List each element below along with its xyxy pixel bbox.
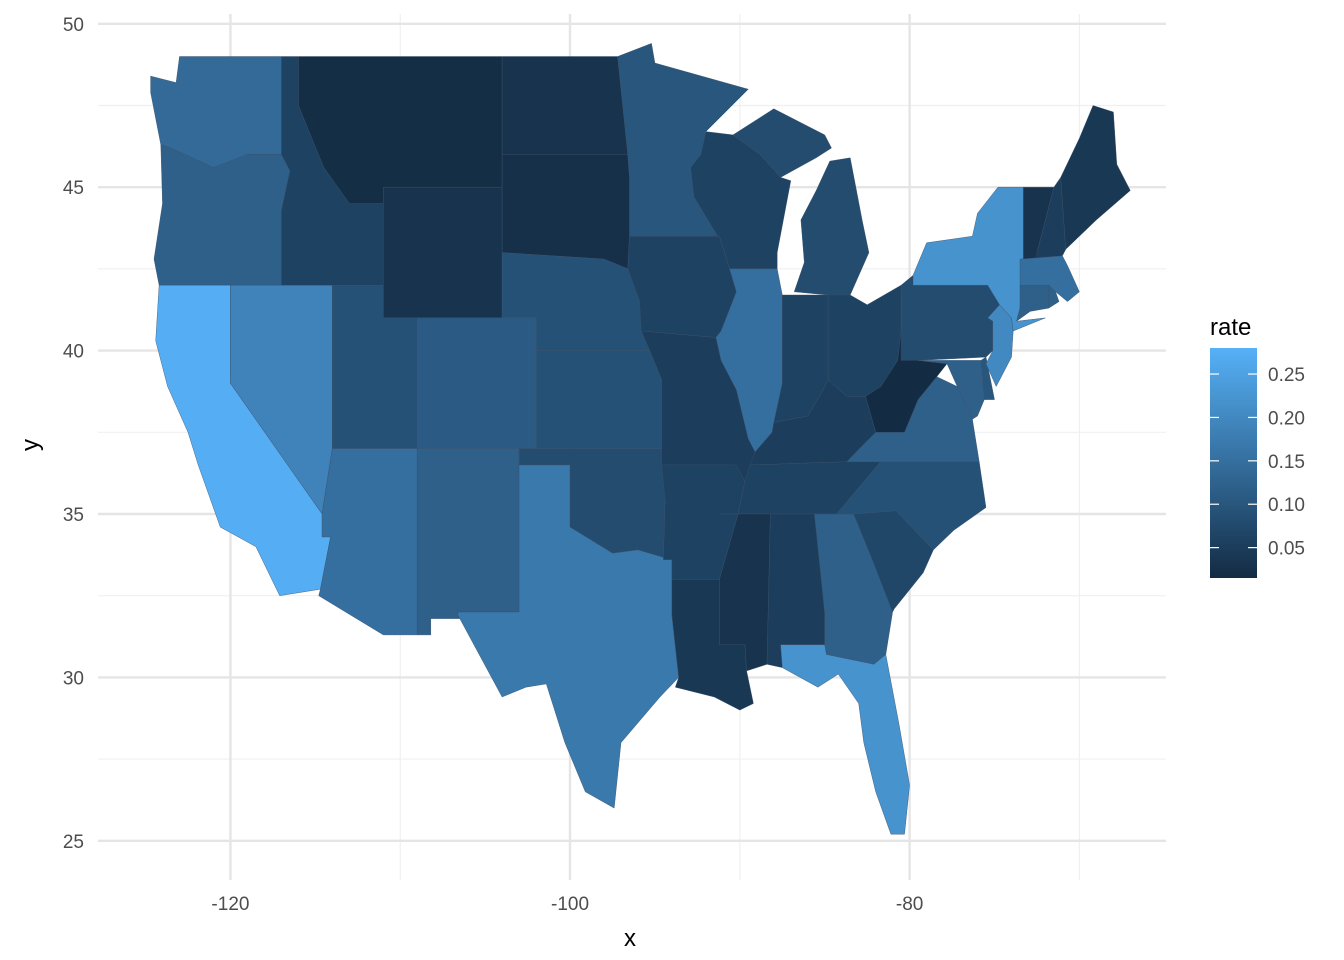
state-iowa bbox=[627, 235, 737, 338]
state-michigan bbox=[793, 157, 870, 296]
legend-label: 0.05 bbox=[1268, 539, 1305, 560]
state-colorado bbox=[417, 317, 537, 449]
state-new-mexico bbox=[417, 448, 520, 636]
state-delaware bbox=[980, 356, 995, 400]
legend-label: 0.10 bbox=[1268, 495, 1305, 516]
x-tick-label: -80 bbox=[896, 894, 923, 915]
y-tick-label: 50 bbox=[63, 15, 84, 36]
legend-ticks: 0.05 0.10 0.15 0.20 0.25 bbox=[1210, 365, 1305, 560]
state-rhode-island bbox=[1048, 284, 1060, 309]
legend-label: 0.25 bbox=[1268, 365, 1305, 386]
state-michigan bbox=[732, 108, 832, 178]
y-tick-label: 25 bbox=[63, 832, 84, 853]
state-maine bbox=[1060, 105, 1131, 250]
legend-label: 0.20 bbox=[1268, 408, 1305, 429]
state-florida bbox=[780, 644, 910, 835]
state-kansas bbox=[535, 350, 662, 449]
y-tick-label: 35 bbox=[63, 505, 84, 526]
y-tick-label: 40 bbox=[63, 342, 84, 363]
state-connecticut bbox=[1016, 285, 1050, 322]
legend-title: rate bbox=[1210, 314, 1251, 341]
state-south-dakota bbox=[501, 154, 630, 270]
axes: -120 -100 -80 25 30 35 40 45 50 bbox=[63, 15, 923, 915]
x-axis-title: x bbox=[624, 925, 636, 952]
legend-label: 0.15 bbox=[1268, 452, 1305, 473]
state-north-dakota bbox=[501, 56, 629, 155]
x-tick-label: -120 bbox=[211, 894, 249, 915]
legend: rate 0.05 0.10 0.15 0.20 0.25 bbox=[1210, 314, 1305, 578]
state-wyoming bbox=[383, 186, 503, 319]
state-texas bbox=[457, 464, 679, 809]
legend-colorbar bbox=[1210, 348, 1257, 578]
y-tick-label: 45 bbox=[63, 178, 84, 199]
state-oregon bbox=[153, 144, 291, 286]
state-pennsylvania bbox=[900, 274, 1000, 361]
y-tick-label: 30 bbox=[63, 668, 84, 689]
y-axis-title: y bbox=[17, 439, 44, 451]
x-tick-label: -100 bbox=[551, 894, 589, 915]
state-regions bbox=[150, 43, 1131, 835]
state-arizona bbox=[318, 448, 418, 636]
